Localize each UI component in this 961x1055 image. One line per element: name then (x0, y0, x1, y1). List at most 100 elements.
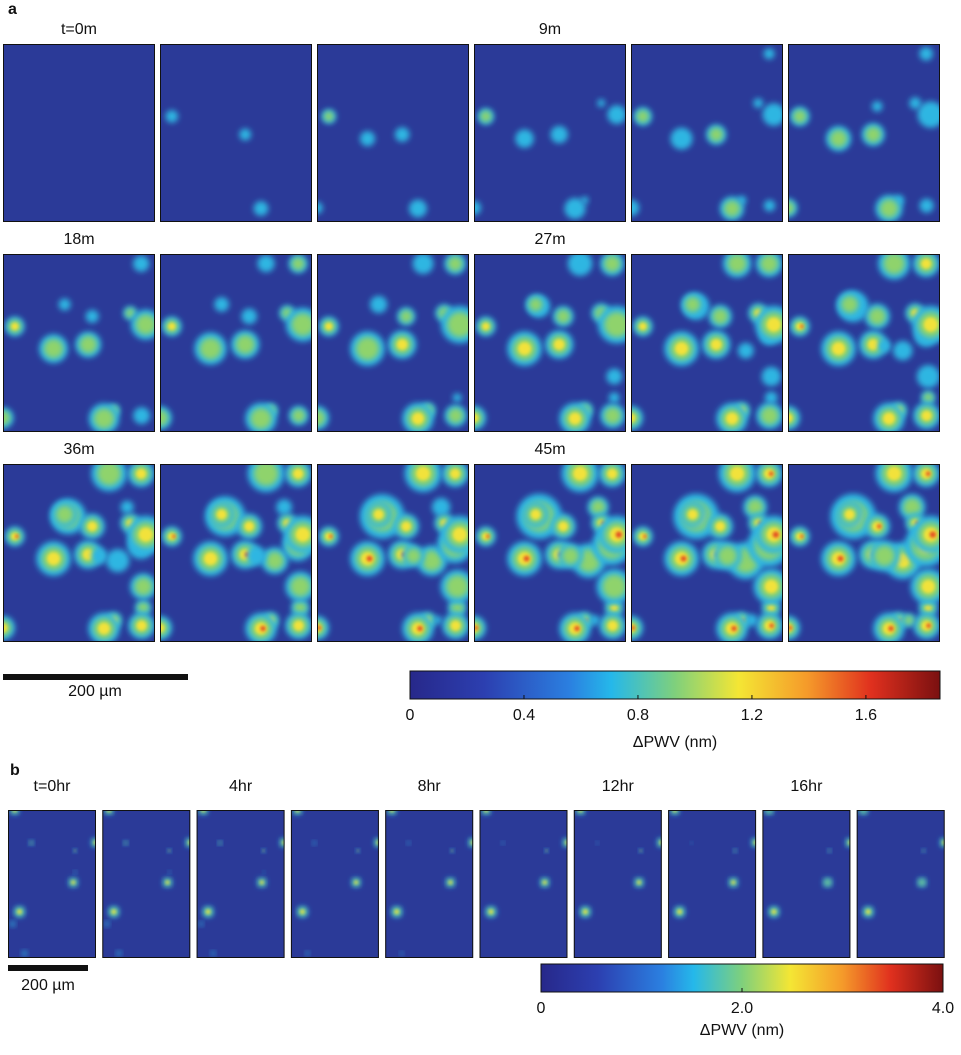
blob (3, 410, 11, 425)
blob (394, 909, 399, 914)
blob (452, 527, 467, 542)
blob (919, 46, 933, 61)
blob (257, 254, 275, 273)
blob (9, 921, 16, 927)
blob (293, 620, 304, 631)
colorbar-tick-label: 1.2 (741, 707, 763, 724)
scale-bar-label: 200 µm (21, 977, 75, 994)
blob (211, 951, 216, 956)
blob (917, 101, 940, 128)
blob (733, 849, 737, 852)
blob (745, 614, 758, 627)
blob (294, 601, 307, 614)
heatmap-image (317, 464, 469, 642)
time-label: t=0m (61, 21, 97, 38)
heatmap-image (317, 254, 469, 432)
blob (670, 127, 693, 150)
blob (71, 880, 75, 885)
colorbar-tick-label: 1.6 (855, 707, 877, 724)
blob (841, 296, 859, 313)
blob (793, 109, 807, 123)
blob (85, 309, 99, 323)
blob (447, 256, 463, 271)
blob (766, 317, 781, 332)
blob (518, 342, 532, 356)
blob (501, 841, 505, 845)
blob (98, 622, 110, 635)
blob (921, 579, 936, 594)
blob (448, 880, 453, 885)
time-label: 36m (63, 441, 94, 458)
blob (569, 412, 581, 425)
blob (291, 257, 305, 271)
blob (295, 527, 310, 542)
blob (260, 880, 264, 885)
blob (3, 623, 8, 633)
blob (317, 625, 322, 630)
time-label: 16hr (790, 778, 823, 795)
blob (135, 314, 155, 335)
blob (446, 575, 469, 598)
blob (317, 202, 323, 214)
blob (589, 615, 600, 626)
blob (111, 909, 116, 914)
blob (216, 509, 227, 520)
blob (602, 574, 626, 599)
blob (583, 909, 588, 914)
blob (412, 254, 434, 275)
blob (433, 615, 443, 625)
blob (354, 880, 358, 885)
blob (607, 468, 618, 479)
heatmap-image (631, 254, 783, 432)
blob (394, 127, 410, 142)
heatmap-image (3, 464, 155, 642)
blob (239, 128, 252, 141)
heatmap-image (631, 464, 783, 642)
blob (241, 308, 258, 325)
blob (564, 198, 586, 220)
blob (360, 131, 376, 147)
heatmap-image (385, 810, 474, 958)
blob (253, 464, 279, 486)
blob (172, 534, 176, 539)
blob (675, 342, 689, 356)
blob (450, 620, 461, 631)
blob (412, 412, 424, 425)
blob (553, 339, 565, 350)
blob (924, 604, 932, 612)
colorbar-tick-label: 0 (406, 707, 415, 724)
blob (717, 546, 738, 566)
blob (43, 338, 64, 359)
blob (417, 625, 423, 632)
blob (606, 368, 623, 385)
blob (542, 880, 547, 885)
blob (832, 342, 846, 356)
blob (409, 199, 427, 218)
blob (715, 521, 725, 532)
heatmap-image (762, 810, 851, 958)
blob (867, 339, 879, 350)
blob (253, 201, 269, 216)
blob (488, 909, 494, 914)
blob (926, 623, 931, 628)
blob (921, 258, 932, 269)
blob (760, 406, 779, 425)
blob (165, 880, 170, 885)
image-background (573, 810, 662, 958)
blob (199, 921, 204, 926)
blob (168, 532, 176, 541)
blob (168, 850, 170, 852)
heatmap-image (788, 254, 940, 432)
blob (29, 841, 33, 845)
heatmap-image (3, 44, 155, 222)
blob (763, 199, 776, 212)
blob (416, 466, 431, 481)
blob (276, 499, 292, 515)
blob (317, 409, 326, 426)
blob (866, 909, 871, 914)
blob (138, 527, 153, 542)
blob (262, 850, 265, 852)
blob (206, 909, 211, 914)
blob (918, 879, 925, 886)
heatmap-image (3, 254, 155, 432)
